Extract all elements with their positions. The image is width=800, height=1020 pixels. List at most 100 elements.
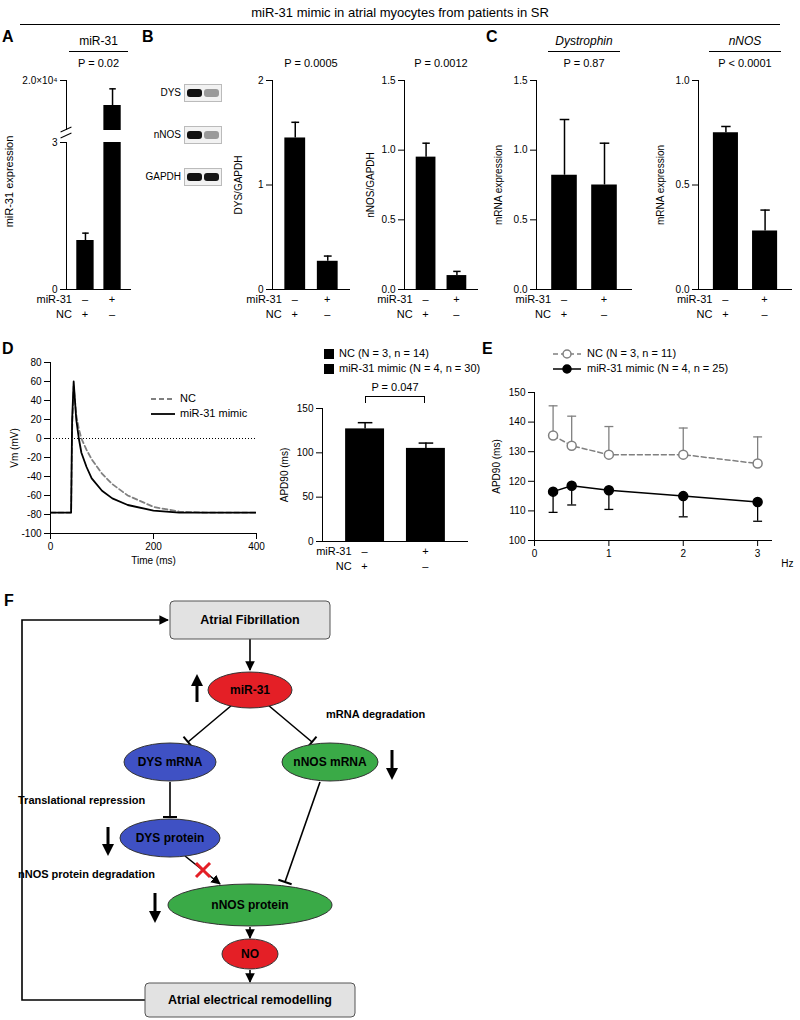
svg-text:nNOS protein: nNOS protein (211, 898, 288, 912)
svg-text:0.0: 0.0 (675, 283, 690, 295)
html-text:miR-31 mimic: miR-31 mimic (180, 407, 248, 419)
svg-text:Time (ms): Time (ms) (131, 555, 176, 566)
svg-text:mRNA expression: mRNA expression (493, 145, 504, 225)
svg-text:2: 2 (258, 75, 264, 86)
svg-text:-80: -80 (27, 509, 42, 520)
svg-text:0.5: 0.5 (676, 179, 690, 190)
html-text:NC: NC (535, 308, 551, 320)
svg-text:miR-31: miR-31 (230, 683, 270, 697)
html-text:miR-31: miR-31 (515, 293, 551, 305)
html-text:NC: NC (265, 308, 282, 320)
html-text:miR-31 mimic (N = 4, n = 30): miR-31 mimic (N = 4, n = 30) (339, 362, 481, 374)
html-text:miR-31 expression: miR-31 expression (2, 135, 15, 228)
html-text:miR-31: miR-31 (36, 293, 72, 305)
html-text:C: C (486, 28, 498, 45)
html-text:P = 0.047: P = 0.047 (371, 381, 419, 393)
svg-text:Translational repression: Translational repression (18, 794, 145, 806)
svg-text:1: 1 (606, 548, 612, 559)
svg-text:110: 110 (510, 505, 526, 516)
html-text:nNOS: nNOS (153, 129, 181, 140)
svg-text:0: 0 (532, 548, 538, 559)
svg-text:-100: -100 (21, 528, 41, 539)
svg-text:1.0: 1.0 (676, 75, 690, 86)
svg-text:DYS/GAPDH: DYS/GAPDH (233, 156, 244, 215)
html-text:P < 0.0001: P < 0.0001 (718, 57, 772, 69)
svg-text:60: 60 (30, 376, 42, 387)
svg-text:400: 400 (248, 541, 265, 552)
html-text:miR-31: miR-31 (377, 293, 413, 305)
svg-text:-40: -40 (27, 471, 42, 482)
svg-text:0.5: 0.5 (514, 214, 528, 225)
html-text:NC: NC (335, 560, 352, 572)
html-text:B: B (142, 28, 154, 45)
svg-text:0.5: 0.5 (382, 214, 396, 225)
svg-text:80: 80 (30, 357, 42, 368)
svg-text:Atrial Fibrillation: Atrial Fibrillation (200, 613, 299, 627)
svg-text:nNOS protein degradation: nNOS protein degradation (18, 868, 155, 880)
svg-text:100: 100 (509, 535, 526, 546)
html-text:NC: NC (396, 308, 413, 320)
svg-text:120: 120 (509, 476, 526, 487)
html-text:A: A (2, 28, 14, 45)
svg-text:nNOS/GAPDH: nNOS/GAPDH (365, 152, 376, 218)
svg-text:Atrial electrical remodelling: Atrial electrical remodelling (168, 993, 332, 1007)
html-text:nNOS: nNOS (728, 34, 762, 48)
svg-text:APD90 (ms): APD90 (ms) (491, 439, 502, 493)
html-text:P = 0.87: P = 0.87 (563, 57, 605, 69)
svg-text:1.0: 1.0 (514, 144, 528, 155)
svg-text:1.0: 1.0 (382, 144, 396, 155)
svg-text:F: F (4, 592, 14, 609)
svg-text:0: 0 (36, 433, 42, 444)
svg-text:40: 40 (30, 395, 42, 406)
html-text:miR-31: miR-31 (316, 545, 352, 557)
svg-text:nNOS mRNA: nNOS mRNA (293, 755, 367, 769)
html-text:NC: NC (180, 392, 196, 404)
html-text:DYS: DYS (160, 87, 181, 98)
svg-text:1.5: 1.5 (514, 75, 528, 86)
html-text:Dystrophin: Dystrophin (555, 34, 613, 48)
svg-text:mRNA expression: mRNA expression (655, 145, 666, 225)
html-text:miR-31 mimic (N = 4, n = 25): miR-31 mimic (N = 4, n = 25) (587, 362, 729, 374)
html-text:NC (N = 3, n = 14): NC (N = 3, n = 14) (339, 347, 429, 359)
svg-text:0: 0 (48, 541, 54, 552)
html-text:NC: NC (696, 308, 713, 320)
svg-text:20: 20 (30, 414, 42, 425)
svg-text:DYS mRNA: DYS mRNA (138, 755, 203, 769)
svg-text:0: 0 (308, 536, 314, 547)
svg-text:150: 150 (297, 403, 314, 414)
html-text:miR-31: miR-31 (79, 34, 118, 48)
svg-text:2.0×10⁴: 2.0×10⁴ (22, 75, 57, 86)
html-text:P = 0.02: P = 0.02 (78, 57, 119, 69)
svg-text:50: 50 (302, 491, 314, 502)
svg-text:Hz: Hz (781, 558, 793, 569)
svg-text:0.0: 0.0 (513, 283, 528, 295)
svg-text:-20: -20 (27, 452, 42, 463)
svg-text:-60: -60 (27, 490, 42, 501)
html-text:P = 0.0012: P = 0.0012 (414, 57, 468, 69)
svg-text:140: 140 (509, 416, 526, 427)
svg-text:Vm (mV): Vm (mV) (9, 428, 20, 467)
html-text:miR-31: miR-31 (677, 293, 713, 305)
html-text:miR-31: miR-31 (246, 293, 282, 305)
svg-text:NO: NO (241, 947, 259, 961)
html-text:GAPDH: GAPDH (145, 171, 181, 182)
html-text:NC (N = 3, n = 11): NC (N = 3, n = 11) (587, 347, 677, 359)
svg-text:200: 200 (145, 541, 162, 552)
html-text:E: E (482, 340, 493, 357)
svg-text:100: 100 (297, 447, 314, 458)
svg-text:130: 130 (509, 446, 526, 457)
svg-text:mRNA degradation: mRNA degradation (326, 708, 425, 720)
svg-text:1.5: 1.5 (382, 75, 396, 86)
html-text:P = 0.0005: P = 0.0005 (284, 57, 338, 69)
svg-text:3: 3 (52, 137, 58, 148)
html-text:miR-31 mimic in atrial myocyte: miR-31 mimic in atrial myocytes from pat… (251, 5, 549, 20)
svg-text:1: 1 (258, 179, 264, 190)
svg-text:3: 3 (755, 548, 761, 559)
svg-text:DYS protein: DYS protein (136, 831, 205, 845)
html-text:NC: NC (56, 308, 72, 320)
svg-text:150: 150 (509, 387, 526, 398)
svg-text:APD90 (ms): APD90 (ms) (279, 448, 290, 502)
svg-text:0.0: 0.0 (381, 283, 396, 295)
svg-text:2: 2 (680, 548, 686, 559)
html-text:D: D (2, 340, 14, 357)
